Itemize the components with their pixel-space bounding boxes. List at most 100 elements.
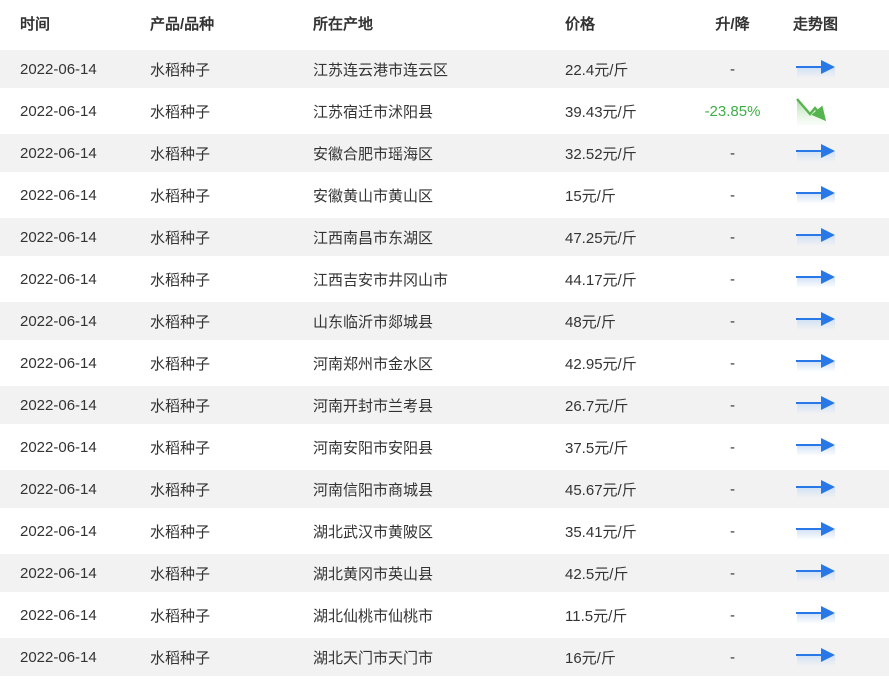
cell-time: 2022-06-14 [0, 258, 130, 302]
cell-price: 16元/斤 [545, 636, 690, 680]
cell-product: 水稻种子 [130, 426, 293, 470]
flat-trend-arrow-icon[interactable] [793, 604, 839, 626]
cell-price: 32.52元/斤 [545, 132, 690, 176]
flat-trend-arrow-icon[interactable] [793, 184, 839, 206]
col-header-time: 时间 [0, 0, 130, 50]
cell-price: 15元/斤 [545, 174, 690, 218]
cell-origin: 河南信阳市商城县 [293, 468, 545, 512]
flat-trend-arrow-icon[interactable] [793, 646, 839, 668]
cell-time: 2022-06-14 [0, 636, 130, 680]
cell-trend [775, 216, 889, 260]
cell-price: 22.4元/斤 [545, 48, 690, 92]
cell-product: 水稻种子 [130, 594, 293, 638]
table-row: 2022-06-14 水稻种子 安徽黄山市黄山区 15元/斤 - [0, 174, 889, 218]
cell-trend [775, 468, 889, 512]
flat-trend-arrow-icon[interactable] [793, 142, 839, 164]
cell-origin: 湖北仙桃市仙桃市 [293, 594, 545, 638]
flat-trend-arrow-icon[interactable] [793, 58, 839, 80]
col-header-change: 升/降 [690, 0, 775, 50]
cell-change: - [690, 300, 775, 344]
cell-time: 2022-06-14 [0, 594, 130, 638]
table-row: 2022-06-14 水稻种子 湖北天门市天门市 16元/斤 - [0, 636, 889, 680]
table-row: 2022-06-14 水稻种子 江西吉安市井冈山市 44.17元/斤 - [0, 258, 889, 302]
table-row: 2022-06-14 水稻种子 河南安阳市安阳县 37.5元/斤 - [0, 426, 889, 470]
flat-trend-arrow-icon[interactable] [793, 352, 839, 374]
flat-trend-arrow-icon[interactable] [793, 310, 839, 332]
cell-change: - [690, 636, 775, 680]
table-row: 2022-06-14 水稻种子 安徽合肥市瑶海区 32.52元/斤 - [0, 132, 889, 176]
cell-time: 2022-06-14 [0, 342, 130, 386]
cell-product: 水稻种子 [130, 90, 293, 134]
table-body: 2022-06-14 水稻种子 江苏连云港市连云区 22.4元/斤 -2022-06-1… [0, 48, 889, 680]
cell-product: 水稻种子 [130, 342, 293, 386]
cell-trend [775, 426, 889, 470]
cell-change: - [690, 48, 775, 92]
cell-trend [775, 552, 889, 596]
cell-time: 2022-06-14 [0, 132, 130, 176]
table-row: 2022-06-14 水稻种子 河南信阳市商城县 45.67元/斤 - [0, 468, 889, 512]
cell-change: - [690, 384, 775, 428]
cell-product: 水稻种子 [130, 132, 293, 176]
cell-time: 2022-06-14 [0, 174, 130, 218]
flat-trend-arrow-icon[interactable] [793, 226, 839, 248]
cell-time: 2022-06-14 [0, 300, 130, 344]
cell-time: 2022-06-14 [0, 216, 130, 260]
flat-trend-arrow-icon[interactable] [793, 394, 839, 416]
cell-origin: 湖北黄冈市英山县 [293, 552, 545, 596]
flat-trend-arrow-icon[interactable] [793, 520, 839, 542]
cell-price: 45.67元/斤 [545, 468, 690, 512]
table-row: 2022-06-14 水稻种子 湖北武汉市黄陂区 35.41元/斤 - [0, 510, 889, 554]
down-trend-arrow-icon[interactable] [793, 94, 833, 128]
cell-price: 44.17元/斤 [545, 258, 690, 302]
cell-change: - [690, 132, 775, 176]
cell-origin: 江西南昌市东湖区 [293, 216, 545, 260]
cell-price: 42.95元/斤 [545, 342, 690, 386]
cell-product: 水稻种子 [130, 468, 293, 512]
flat-trend-arrow-icon[interactable] [793, 436, 839, 458]
cell-origin: 江苏连云港市连云区 [293, 48, 545, 92]
cell-time: 2022-06-14 [0, 90, 130, 134]
cell-trend [775, 174, 889, 218]
cell-price: 11.5元/斤 [545, 594, 690, 638]
cell-trend [775, 594, 889, 638]
cell-product: 水稻种子 [130, 552, 293, 596]
cell-product: 水稻种子 [130, 300, 293, 344]
cell-origin: 湖北武汉市黄陂区 [293, 510, 545, 554]
cell-time: 2022-06-14 [0, 426, 130, 470]
table-row: 2022-06-14 水稻种子 河南开封市兰考县 26.7元/斤 - [0, 384, 889, 428]
cell-change: - [690, 174, 775, 218]
cell-trend [775, 90, 889, 134]
cell-origin: 江苏宿迁市沭阳县 [293, 90, 545, 134]
col-header-product: 产品/品种 [130, 0, 293, 50]
table-row: 2022-06-14 水稻种子 湖北仙桃市仙桃市 11.5元/斤 - [0, 594, 889, 638]
flat-trend-arrow-icon[interactable] [793, 562, 839, 584]
cell-product: 水稻种子 [130, 636, 293, 680]
cell-time: 2022-06-14 [0, 48, 130, 92]
cell-change: -23.85% [690, 90, 775, 134]
table-row: 2022-06-14 水稻种子 湖北黄冈市英山县 42.5元/斤 - [0, 552, 889, 596]
table-header-row: 时间 产品/品种 所在产地 价格 升/降 走势图 [0, 0, 889, 50]
cell-change: - [690, 510, 775, 554]
cell-origin: 安徽黄山市黄山区 [293, 174, 545, 218]
cell-trend [775, 342, 889, 386]
flat-trend-arrow-icon[interactable] [793, 478, 839, 500]
cell-change: - [690, 552, 775, 596]
cell-trend [775, 510, 889, 554]
cell-change: - [690, 468, 775, 512]
cell-trend [775, 300, 889, 344]
flat-trend-arrow-icon[interactable] [793, 268, 839, 290]
cell-origin: 安徽合肥市瑶海区 [293, 132, 545, 176]
cell-change: - [690, 594, 775, 638]
cell-time: 2022-06-14 [0, 468, 130, 512]
cell-origin: 山东临沂市郯城县 [293, 300, 545, 344]
cell-time: 2022-06-14 [0, 510, 130, 554]
col-header-price: 价格 [545, 0, 690, 50]
table-row: 2022-06-14 水稻种子 江西南昌市东湖区 47.25元/斤 - [0, 216, 889, 260]
cell-trend [775, 48, 889, 92]
cell-change: - [690, 342, 775, 386]
table-row: 2022-06-14 水稻种子 江苏宿迁市沭阳县 39.43元/斤 -23.85% [0, 90, 889, 134]
cell-price: 42.5元/斤 [545, 552, 690, 596]
cell-time: 2022-06-14 [0, 552, 130, 596]
cell-price: 35.41元/斤 [545, 510, 690, 554]
cell-product: 水稻种子 [130, 216, 293, 260]
